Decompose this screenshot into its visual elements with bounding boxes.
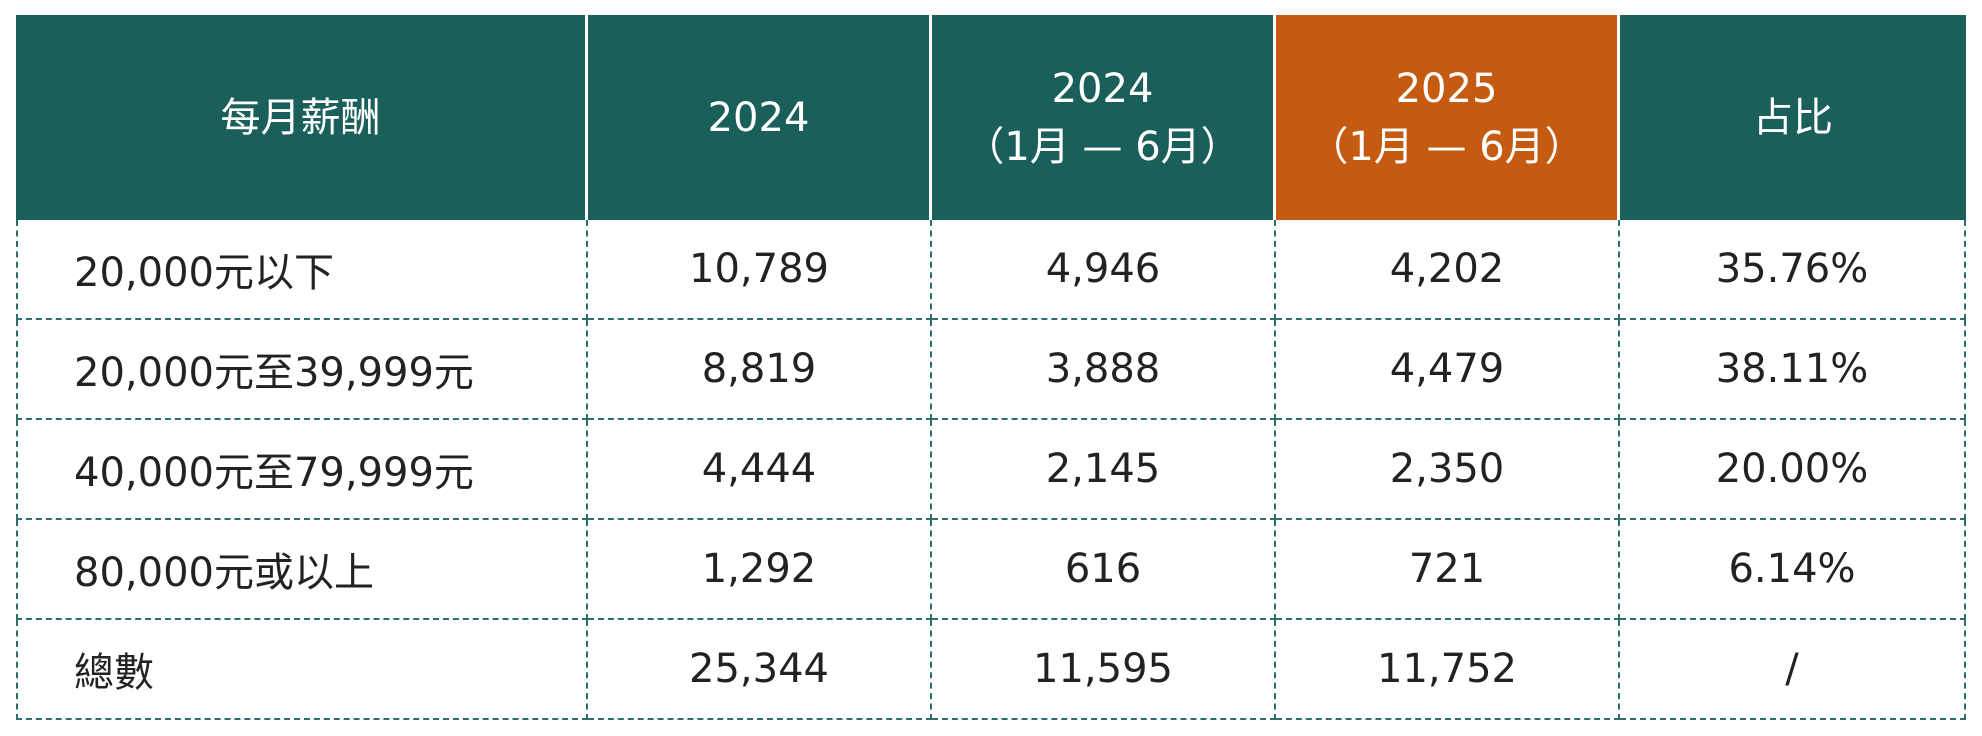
table-row: 20,000元至39,999元 8,819 3,888 4,479 38.11% — [16, 320, 1966, 420]
cell: 20.00% — [1620, 420, 1966, 520]
cell: 11,752 — [1276, 620, 1620, 720]
header-cell: 占比 — [1620, 15, 1966, 220]
cell: 25,344 — [588, 620, 932, 720]
table-row: 40,000元至79,999元 4,444 2,145 2,350 20.00% — [16, 420, 1966, 520]
row-label: 40,000元至79,999元 — [16, 420, 588, 520]
header-text: 2024 — [707, 94, 810, 141]
cell: 616 — [932, 520, 1276, 620]
table-row: 總數 25,344 11,595 11,752/ — [16, 620, 1966, 720]
header-text: 每月薪酬 — [220, 94, 381, 141]
cell: 4,444 — [588, 420, 932, 520]
cell: 10,789 — [588, 220, 932, 320]
cell: 4,479 — [1276, 320, 1620, 420]
salary-table: 每月薪酬 2024 2024 （1月 — 6月） 2025 （1月 — 6月） 占比 20,… — [16, 15, 1966, 720]
cell: 6.14% — [1620, 520, 1966, 620]
cell: 4,946 — [932, 220, 1276, 320]
cell: 2,145 — [932, 420, 1276, 520]
header-cell: 每月薪酬 — [16, 15, 588, 220]
cell: 721 — [1276, 520, 1620, 620]
cell: 4,202 — [1276, 220, 1620, 320]
cell: 3,888 — [932, 320, 1276, 420]
cell: 1,292 — [588, 520, 932, 620]
table-body: 20,000元以下 10,789 4,946 4,202 35.76% 20,000元至3… — [16, 220, 1966, 720]
header-cell: 2024 （1月 — 6月） — [932, 15, 1276, 220]
row-label: 20,000元至39,999元 — [16, 320, 588, 420]
header-cell: 2024 — [588, 15, 932, 220]
cell: / — [1620, 620, 1966, 720]
cell: 35.76% — [1620, 220, 1966, 320]
table-row: 80,000元或以上 1,292 616 721 6.14% — [16, 520, 1966, 620]
header-text: 2025 — [1395, 65, 1498, 112]
table-row: 20,000元以下 10,789 4,946 4,202 35.76% — [16, 220, 1966, 320]
row-label: 80,000元或以上 — [16, 520, 588, 620]
header-text: 2024 — [1051, 65, 1154, 112]
header-row: 每月薪酬 2024 2024 （1月 — 6月） 2025 （1月 — 6月） 占比 — [16, 15, 1966, 220]
cell: 8,819 — [588, 320, 932, 420]
cell: 38.11% — [1620, 320, 1966, 420]
row-label: 20,000元以下 — [16, 220, 588, 320]
cell: 11,595 — [932, 620, 1276, 720]
header-cell: 2025 （1月 — 6月） — [1276, 15, 1620, 220]
row-label: 總數 — [16, 620, 588, 720]
cell: 2,350 — [1276, 420, 1620, 520]
header-text: 占比 — [1753, 94, 1833, 141]
header-text: （1月 — 6月） — [964, 123, 1241, 170]
header-text: （1月 — 6月） — [1308, 123, 1585, 170]
